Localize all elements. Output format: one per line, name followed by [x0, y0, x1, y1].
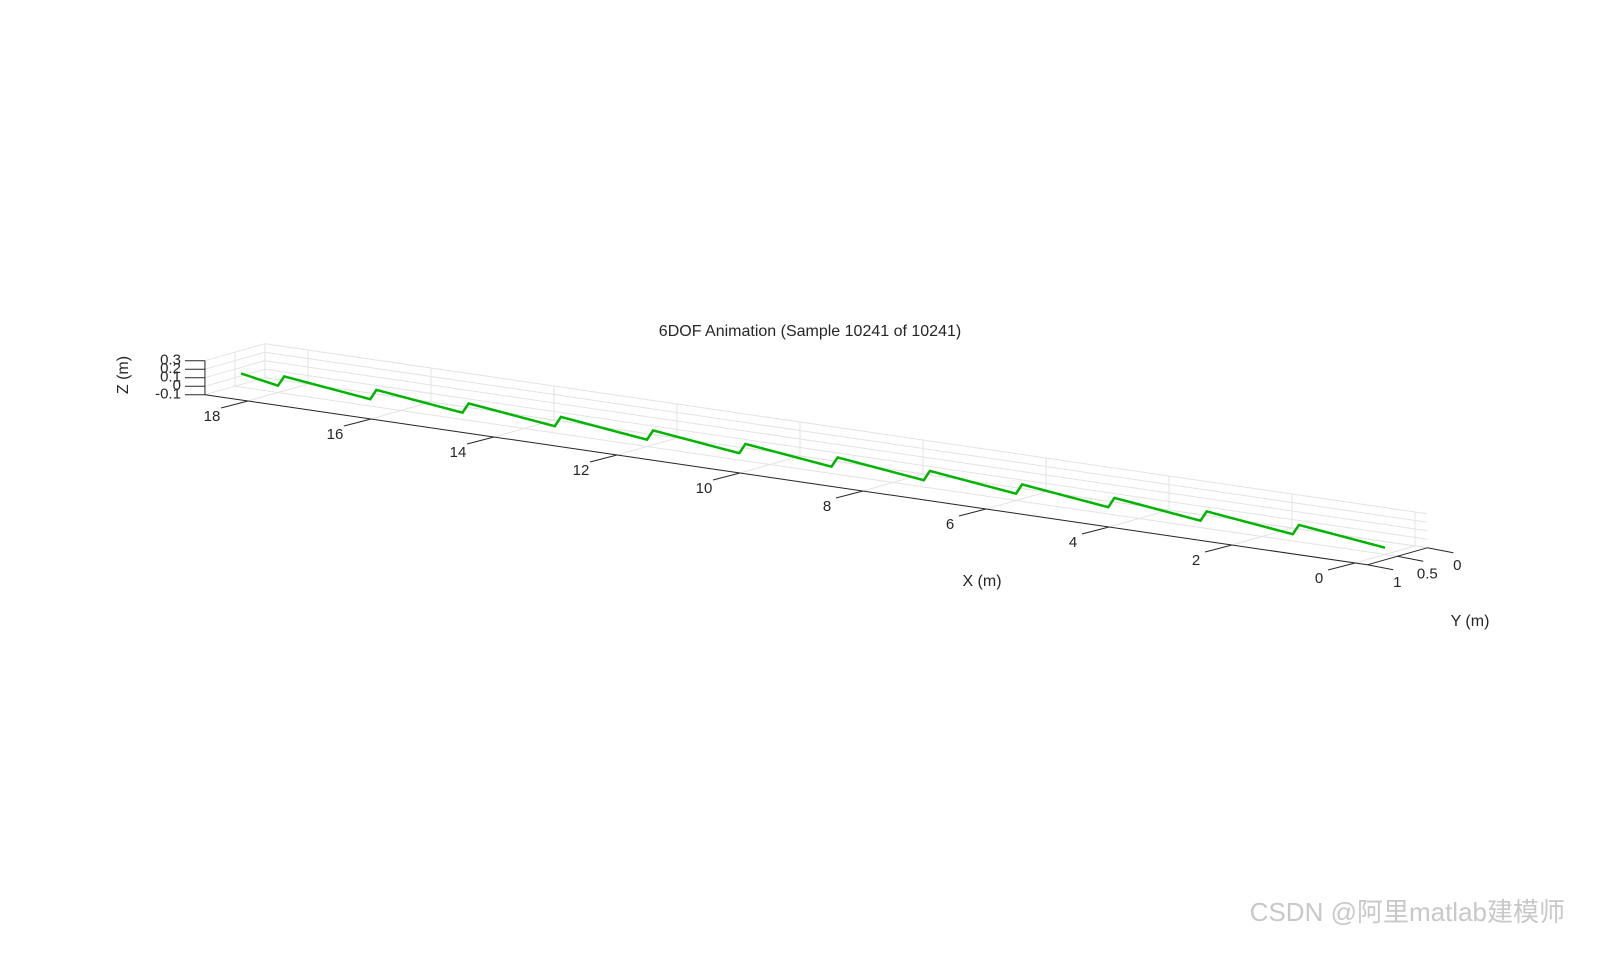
x-tick [589, 454, 618, 463]
grid-line [204, 377, 266, 396]
x-tick-label: 14 [450, 444, 467, 461]
grid-line [264, 351, 1428, 523]
trajectory-line [240, 372, 1386, 549]
x-tick-label: 0 [1315, 570, 1323, 587]
x-axis [204, 394, 1368, 566]
x-tick [712, 472, 741, 481]
z-tick-label: 0.3 [160, 352, 181, 369]
x-tick-label: 4 [1069, 534, 1077, 551]
watermark: CSDN @阿里matlab建模师 [1250, 897, 1565, 927]
y-axis-label: Y (m) [1451, 613, 1490, 630]
x-tick [466, 436, 495, 445]
x-tick-label: 10 [696, 480, 713, 497]
x-tick [835, 490, 864, 499]
x-tick [343, 418, 372, 427]
grid-line [204, 343, 266, 362]
grid-line [204, 351, 266, 370]
x-tick [1081, 526, 1110, 535]
z-tick-label: 0.1 [160, 369, 181, 386]
z-tick-label: 0.2 [160, 360, 181, 377]
z-tick-label: -0.1 [155, 386, 181, 403]
x-tick-label: 12 [573, 462, 590, 479]
grid-line [234, 385, 1398, 557]
grid-line [204, 368, 266, 387]
grid-line [204, 360, 266, 379]
y-tick-label: 0 [1453, 557, 1461, 574]
y-tick-label: 1 [1393, 574, 1401, 591]
x-tick [958, 508, 987, 517]
x-tick-label: 6 [946, 516, 954, 533]
y-tick-label: 0.5 [1417, 565, 1438, 582]
y-tick [1427, 547, 1454, 554]
x-tick [1204, 544, 1233, 553]
grid-line [264, 360, 1428, 532]
x-tick [1327, 562, 1356, 571]
x-tick-label: 18 [204, 408, 221, 425]
grid-line [264, 377, 1428, 549]
x-tick [220, 400, 249, 409]
x-tick-label: 2 [1192, 552, 1200, 569]
x-axis-label: X (m) [962, 573, 1001, 590]
x-tick-label: 8 [823, 498, 831, 515]
grid-line [264, 343, 1428, 515]
z-tick-label: 0 [173, 377, 181, 394]
z-axis-label: Z (m) [115, 356, 132, 394]
x-tick-label: 16 [327, 426, 344, 443]
grid-line [264, 368, 1428, 540]
y-tick [1367, 564, 1394, 571]
y-tick [1397, 555, 1424, 562]
chart-title: 6DOF Animation (Sample 10241 of 10241) [659, 323, 961, 340]
